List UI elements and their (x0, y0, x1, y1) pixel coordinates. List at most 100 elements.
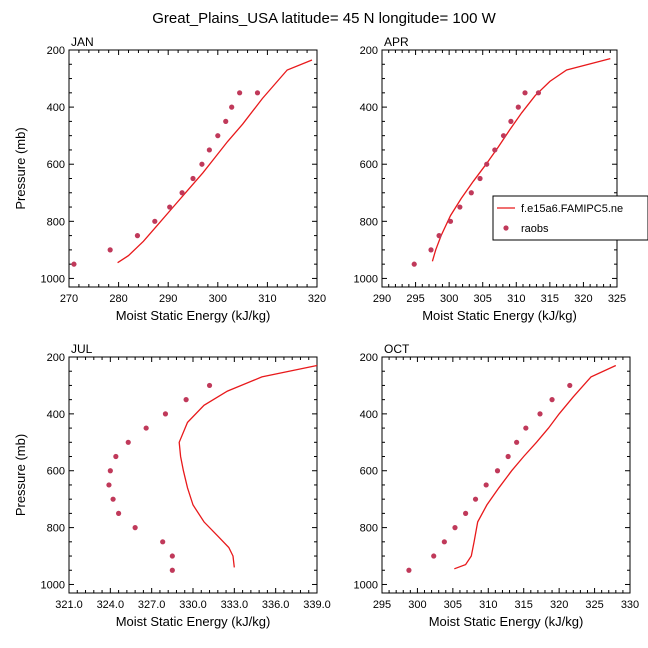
x-tick-label: 325 (585, 599, 603, 611)
y-tick-label: 400 (47, 409, 65, 421)
plot-frame (381, 49, 618, 288)
raobs-point (514, 439, 520, 445)
model-line (431, 57, 611, 262)
y-tick-label: 1000 (354, 273, 378, 285)
raobs-point (206, 147, 212, 153)
x-axis-label: Moist Static Energy (kJ/kg) (116, 614, 271, 629)
raobs-point (436, 233, 442, 239)
y-tick-label: 600 (47, 159, 65, 171)
raobs-point (160, 539, 166, 545)
panel-jan: 270 280 290 300 310 320 200 400 600 800 1000 Moist … (13, 35, 326, 323)
raobs-point (477, 175, 483, 182)
raobs-point (254, 90, 261, 96)
x-tick-label: 295 (373, 599, 391, 611)
raobs-point (110, 496, 116, 502)
y-tick-label: 400 (360, 409, 378, 421)
raobs-point (508, 118, 514, 124)
x-tick-label: 320 (574, 293, 592, 305)
x-tick-label: 330 (621, 599, 639, 611)
panel-apr: 290 295 300 305 310 315 320 325 200 400 600 800 1000… (354, 35, 648, 323)
x-tick-label: 336.0 (262, 599, 290, 611)
raobs-point (494, 468, 501, 474)
raobs-point (237, 90, 243, 96)
model-line (117, 59, 313, 264)
raobs-point (134, 233, 141, 239)
y-tick-label: 800 (360, 523, 378, 535)
y-tick-label: 600 (360, 159, 378, 171)
x-tick-label: 321.0 (55, 599, 83, 611)
x-axis-label: Moist Static Energy (kJ/kg) (116, 308, 271, 323)
plot-frame (68, 49, 318, 288)
raobs-point (106, 482, 112, 488)
raobs-point (441, 539, 447, 545)
raobs-point (162, 411, 169, 417)
raobs-point (152, 218, 158, 224)
x-tick-label: 305 (444, 599, 462, 611)
x-tick-label: 315 (515, 599, 533, 611)
y-tick-label: 1000 (354, 579, 378, 591)
x-tick-label: 333.0 (221, 599, 249, 611)
x-tick-label: 290 (373, 293, 391, 305)
legend-box (492, 195, 648, 241)
y-tick-label: 200 (360, 352, 378, 364)
raobs-point (483, 482, 489, 488)
y-tick-label: 200 (47, 352, 65, 364)
raobs-point (107, 468, 113, 474)
raobs-point (411, 261, 417, 267)
raobs-point (206, 382, 213, 389)
y-tick-label: 400 (360, 102, 378, 114)
x-tick-label: 320 (308, 293, 326, 305)
raobs-point (107, 247, 113, 253)
raobs-point (223, 118, 229, 124)
x-tick-label: 310 (258, 293, 276, 305)
y-tick-label: 1000 (41, 579, 65, 591)
y-tick-label: 200 (47, 45, 65, 57)
raobs-point (535, 90, 542, 96)
panel-label: APR (384, 35, 409, 49)
x-tick-label: 295 (406, 293, 424, 305)
model-line (178, 364, 318, 568)
y-axis-label: Pressure (mb) (13, 127, 28, 209)
x-tick-label: 300 (209, 293, 227, 305)
raobs-point (169, 567, 175, 573)
raobs-point (505, 453, 511, 460)
x-tick-label: 305 (474, 293, 492, 305)
raobs-point (567, 382, 573, 389)
raobs-point (199, 161, 205, 167)
raobs-point (500, 133, 507, 139)
y-tick-label: 400 (47, 102, 65, 114)
raobs-point (463, 510, 469, 516)
panel-label: JUL (71, 342, 93, 356)
legend-model-label: f.e15a6.FAMIPC5.ne (521, 203, 623, 215)
x-tick-label: 310 (479, 599, 497, 611)
raobs-point (472, 496, 479, 502)
raobs-point (537, 411, 543, 417)
raobs-point (167, 204, 173, 210)
plot-frame (381, 356, 631, 594)
raobs-point (549, 397, 555, 403)
y-tick-label: 600 (360, 466, 378, 478)
x-tick-label: 330.0 (179, 599, 207, 611)
raobs-point (523, 425, 529, 431)
x-tick-label: 325 (608, 293, 626, 305)
x-tick-label: 290 (159, 293, 177, 305)
figure-title: Great_Plains_USA latitude= 45 N longitud… (152, 10, 496, 27)
raobs-point (406, 567, 412, 573)
raobs-point (125, 439, 131, 445)
raobs-point (457, 204, 463, 210)
raobs-point (447, 218, 454, 224)
x-tick-label: 300 (440, 293, 458, 305)
y-tick-label: 800 (47, 523, 65, 535)
y-axis-label: Pressure (mb) (13, 434, 28, 516)
x-tick-label: 339.0 (303, 599, 331, 611)
x-axis-label: Moist Static Energy (kJ/kg) (422, 308, 577, 323)
raobs-point (428, 247, 434, 253)
y-tick-label: 600 (47, 466, 65, 478)
raobs-point (179, 190, 185, 196)
panels: 270 280 290 300 310 320 200 400 600 800 1000 Moist … (13, 35, 648, 629)
y-tick-label: 1000 (41, 273, 65, 285)
raobs-point (468, 190, 474, 196)
y-tick-label: 200 (360, 45, 378, 57)
panel-label: JAN (71, 35, 94, 49)
